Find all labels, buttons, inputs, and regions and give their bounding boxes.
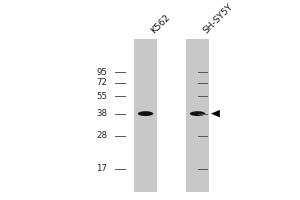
Bar bbox=[134, 39, 157, 192]
Text: 38: 38 bbox=[96, 109, 107, 118]
Text: 72: 72 bbox=[96, 78, 107, 87]
Text: 17: 17 bbox=[96, 164, 107, 173]
Bar bbox=[186, 39, 209, 192]
Text: K562: K562 bbox=[149, 13, 172, 36]
Ellipse shape bbox=[190, 111, 205, 116]
Ellipse shape bbox=[138, 111, 153, 116]
Text: 55: 55 bbox=[96, 92, 107, 101]
Polygon shape bbox=[211, 110, 220, 117]
Text: SH-SY5Y: SH-SY5Y bbox=[201, 2, 234, 36]
Text: 95: 95 bbox=[96, 68, 107, 77]
Text: 28: 28 bbox=[96, 131, 107, 140]
